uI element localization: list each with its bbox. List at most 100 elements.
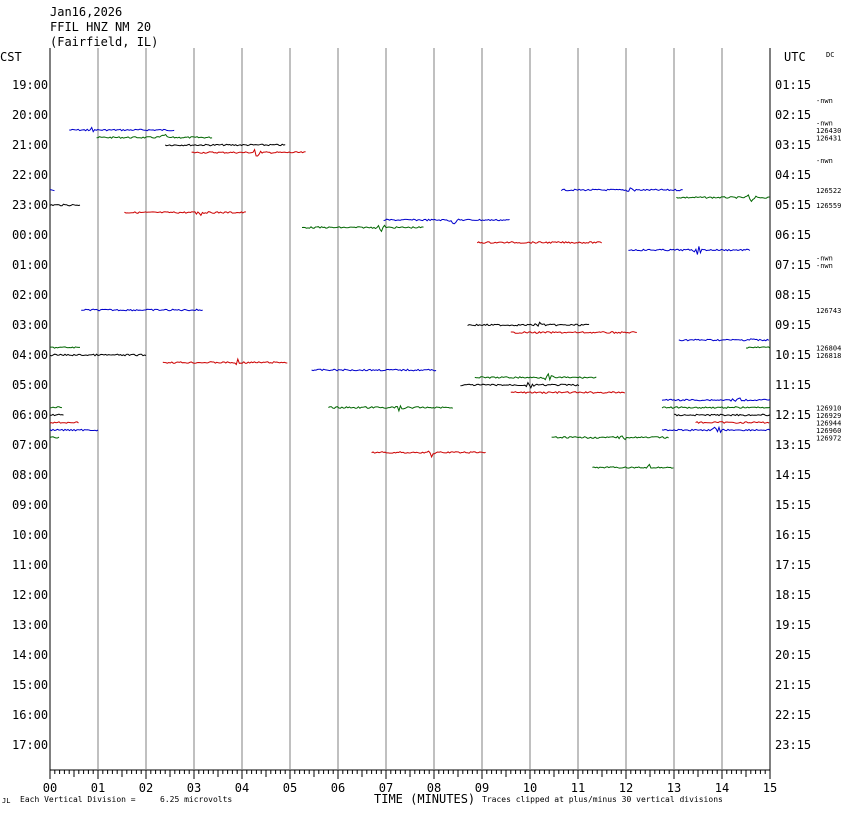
left-tick-label: 04:00 xyxy=(12,348,48,362)
right-tick-label: 03:15 xyxy=(775,138,811,152)
right-tick-label: 13:15 xyxy=(775,438,811,452)
seismic-trace xyxy=(673,413,771,417)
x-tick-label: 07 xyxy=(379,781,393,795)
left-tick-label: 05:00 xyxy=(12,378,48,392)
right-annotation: -nwn xyxy=(816,157,833,165)
right-tick-label: 22:15 xyxy=(775,708,811,722)
x-axis: 00 01 02 03 04 05 06 07 08 09 10 11 12 13 14 15 xyxy=(43,770,777,795)
left-tick-label: 17:00 xyxy=(12,738,48,752)
x-tick-label: 00 xyxy=(43,781,57,795)
x-tick-label: 06 xyxy=(331,781,345,795)
right-tick-label: 17:15 xyxy=(775,558,811,572)
seismic-trace xyxy=(162,357,288,366)
right-tick-label: 04:15 xyxy=(775,168,811,182)
seismic-trace xyxy=(678,338,770,342)
x-tick-label: 11 xyxy=(571,781,585,795)
x-tick-label: 15 xyxy=(763,781,777,795)
right-tick-label: 14:15 xyxy=(775,468,811,482)
seismic-trace xyxy=(661,397,771,402)
seismic-trace xyxy=(328,404,454,413)
corner-mark: JL xyxy=(2,797,10,805)
right-annotation: 126743 xyxy=(816,307,841,315)
x-tick-label: 03 xyxy=(187,781,201,795)
x-tick-label: 13 xyxy=(667,781,681,795)
right-annotation: 126804 xyxy=(816,345,841,353)
seismic-trace xyxy=(510,391,625,395)
seismic-traces xyxy=(49,126,771,469)
seismic-trace xyxy=(510,331,637,334)
right-annotation: 126559 xyxy=(816,202,841,210)
right-tick-label: 06:15 xyxy=(775,228,811,242)
right-tick-label: 05:15 xyxy=(775,198,811,212)
right-tick-label: 11:15 xyxy=(775,378,811,392)
left-tick-label: 09:00 xyxy=(12,498,48,512)
x-tick-label: 09 xyxy=(475,781,489,795)
x-axis-title: TIME (MINUTES) xyxy=(374,792,475,806)
right-tick-label: 18:15 xyxy=(775,588,811,602)
seismic-trace xyxy=(49,421,79,424)
header-station: FFIL HNZ NM 20 xyxy=(50,20,151,34)
seismic-trace xyxy=(191,148,306,157)
seismic-trace xyxy=(592,463,674,469)
left-tick-label: 01:00 xyxy=(12,258,48,272)
seismic-trace xyxy=(50,346,80,349)
left-tick-label: 16:00 xyxy=(12,708,48,722)
seismic-trace xyxy=(311,368,437,372)
seismic-trace xyxy=(49,428,99,432)
right-annotation: 126430 xyxy=(816,127,841,135)
seismic-trace xyxy=(560,187,683,192)
right-annotations: -nwn-nwn126430126431-nwn126522126559-nwn… xyxy=(816,97,841,443)
seismic-trace xyxy=(695,421,770,424)
right-annotation: 126972 xyxy=(816,435,841,443)
right-tick-label: 08:15 xyxy=(775,288,811,302)
right-annotation: 126929 xyxy=(816,412,841,420)
right-tick-label: 10:15 xyxy=(775,348,811,362)
x-tick-label: 02 xyxy=(139,781,153,795)
seismic-trace xyxy=(124,211,246,217)
x-tick-label: 10 xyxy=(523,781,537,795)
right-tick-label: 07:15 xyxy=(775,258,811,272)
seismic-trace xyxy=(49,436,60,439)
header-date: Jan16,2026 xyxy=(50,5,122,19)
seismic-trace xyxy=(50,413,64,417)
right-tick-label: 20:15 xyxy=(775,648,811,662)
grid xyxy=(49,48,771,771)
seismic-trace xyxy=(49,203,81,207)
left-tick-label: 08:00 xyxy=(12,468,48,482)
x-tick-label: 01 xyxy=(91,781,105,795)
x-tick-label: 14 xyxy=(715,781,729,795)
right-tick-label: 09:15 xyxy=(775,318,811,332)
right-axis-title: UTC xyxy=(784,50,806,64)
left-tick-label: 22:00 xyxy=(12,168,48,182)
left-tick-label: 20:00 xyxy=(12,108,48,122)
seismic-trace xyxy=(476,241,602,244)
x-tick-label: 12 xyxy=(619,781,633,795)
left-axis-title: CST xyxy=(0,50,22,64)
x-tick-label: 08 xyxy=(427,781,441,795)
right-annotation: 126818 xyxy=(816,352,841,360)
clip-note: Traces clipped at plus/minus 30 vertical… xyxy=(482,795,723,804)
right-tick-label: 23:15 xyxy=(775,738,811,752)
right-tick-label: 19:15 xyxy=(775,618,811,632)
right-annotation: 126960 xyxy=(816,427,841,435)
right-annotation: -nwn xyxy=(816,97,833,105)
left-tick-label: 13:00 xyxy=(12,618,48,632)
right-annotation: 126431 xyxy=(816,135,841,143)
seismic-trace xyxy=(69,126,175,133)
seismic-trace xyxy=(745,346,771,349)
vertical-division-label: Each Vertical Division = xyxy=(20,795,136,804)
left-tick-label: 11:00 xyxy=(12,558,48,572)
right-tick-label: 12:15 xyxy=(775,408,811,422)
right-tick-label: 02:15 xyxy=(775,108,811,122)
seismic-trace xyxy=(301,224,424,233)
right-tick-label: 16:15 xyxy=(775,528,811,542)
left-tick-label: 06:00 xyxy=(12,408,48,422)
right-tick-label: 01:15 xyxy=(775,78,811,92)
x-tick-label: 05 xyxy=(283,781,297,795)
seismic-trace xyxy=(661,425,771,434)
right-annotation: -nwn xyxy=(816,255,833,263)
left-tick-label: 14:00 xyxy=(12,648,48,662)
seismic-trace xyxy=(49,189,55,192)
seismic-trace xyxy=(371,450,486,459)
